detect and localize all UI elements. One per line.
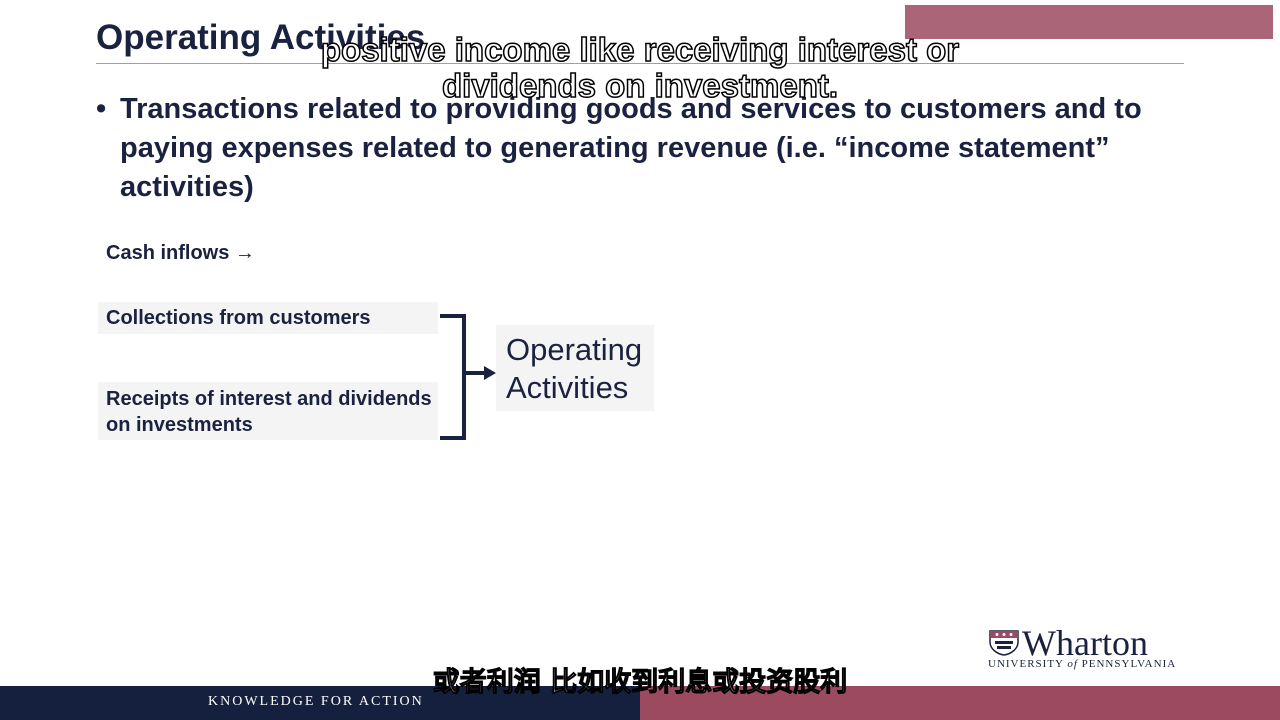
subtitle-english-line1: positive income like receiving interest … (320, 31, 960, 69)
logo-wordmark: Wharton (1022, 623, 1148, 663)
logo-university-prefix: UNIVERSITY (988, 658, 1064, 670)
result-box (496, 325, 654, 411)
slide-title: Operating Activities (96, 18, 426, 57)
result-label-line2: Activities (506, 370, 629, 405)
logo-university-suffix: PENNSYLVANIA (1081, 658, 1177, 670)
footer-accent-bar (640, 686, 1280, 720)
bullet-marker: • (96, 93, 107, 125)
item-box-receipts (98, 382, 438, 440)
item-receipts-of-interest: Receipts of interest and dividends on in… (106, 388, 432, 436)
top-right-accent-block (905, 5, 1273, 39)
cash-inflows-label: Cash inflows → (106, 242, 255, 264)
item-box-collections (98, 302, 438, 334)
logo-university-of: of (1067, 658, 1078, 670)
logo-university-line: UNIVERSITY of PENNSYLVANIA (988, 658, 1176, 670)
operating-activities-label: Operating Activities (506, 331, 642, 407)
subtitle-chinese: 或者利润 比如收到利息或投资股利 (432, 667, 848, 699)
item-collections-from-customers: Collections from customers (106, 307, 371, 329)
bracket-arrow-icon (440, 314, 496, 440)
penn-shield-icon (989, 630, 1019, 656)
footer-tagline: KNOWLEDGE FOR ACTION (208, 694, 424, 709)
subtitle-english-line2: dividends on investment. (441, 67, 839, 105)
title-divider (96, 63, 1184, 64)
result-label-line1: Operating (506, 332, 643, 367)
footer-navy-bar (0, 686, 640, 720)
bullet-text: Transactions related to providing goods … (120, 93, 1142, 203)
wharton-logo: Wharton UNIVERSITY of PENNSYLVANIA (988, 623, 1198, 674)
